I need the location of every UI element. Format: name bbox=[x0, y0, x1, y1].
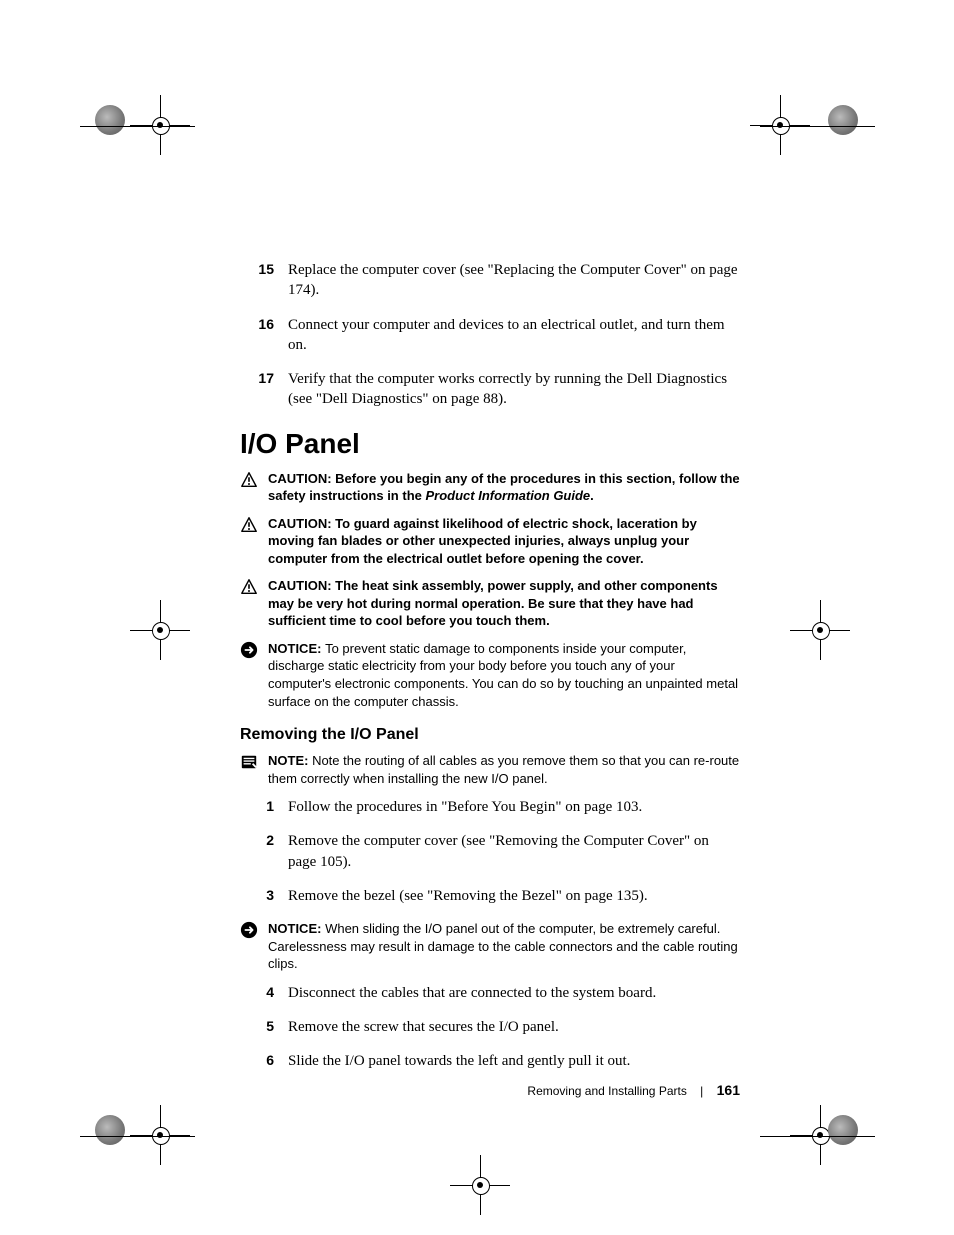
step-number: 1 bbox=[240, 797, 288, 817]
caution-callout: CAUTION: The heat sink assembly, power s… bbox=[240, 577, 740, 630]
notice-icon bbox=[240, 920, 268, 973]
step-text: Disconnect the cables that are connected… bbox=[288, 983, 740, 1003]
step-text: Remove the computer cover (see "Removing… bbox=[288, 831, 740, 872]
step-item: 6Slide the I/O panel towards the left an… bbox=[240, 1051, 740, 1071]
step-item: 5Remove the screw that secures the I/O p… bbox=[240, 1017, 740, 1037]
step-number: 15 bbox=[240, 260, 288, 301]
subsection-heading: Removing the I/O Panel bbox=[240, 726, 740, 744]
steps-list-a: 1Follow the procedures in "Before You Be… bbox=[240, 797, 740, 906]
page-footer: Removing and Installing Parts | 161 bbox=[240, 1082, 740, 1098]
section-heading: I/O Panel bbox=[240, 428, 740, 460]
notice-text: To prevent static damage to components i… bbox=[268, 641, 738, 709]
page-number: 161 bbox=[717, 1082, 740, 1098]
notice-mid: NOTICE: When sliding the I/O panel out o… bbox=[240, 920, 740, 973]
footer-label: Removing and Installing Parts bbox=[527, 1084, 686, 1098]
notice-mid-body: NOTICE: When sliding the I/O panel out o… bbox=[268, 920, 740, 973]
notice-mid-text: When sliding the I/O panel out of the co… bbox=[268, 921, 738, 971]
notice-mid-lead: NOTICE: bbox=[268, 921, 325, 936]
step-item: 4Disconnect the cables that are connecte… bbox=[240, 983, 740, 1003]
registration-cross bbox=[750, 95, 810, 155]
note-lead: NOTE: bbox=[268, 753, 312, 768]
callout-group: CAUTION: Before you begin any of the pro… bbox=[240, 470, 740, 711]
step-number: 3 bbox=[240, 886, 288, 906]
registration-cross bbox=[130, 95, 190, 155]
registration-cross bbox=[130, 600, 190, 660]
note-body: NOTE: Note the routing of all cables as … bbox=[268, 752, 740, 787]
caution-lead: CAUTION: bbox=[268, 516, 335, 531]
caution-icon bbox=[240, 577, 268, 630]
notice-icon bbox=[240, 640, 268, 710]
registration-cross bbox=[450, 1155, 510, 1215]
notice-lead: NOTICE: bbox=[268, 641, 325, 656]
caution-lead: CAUTION: bbox=[268, 471, 335, 486]
registration-cross bbox=[790, 600, 850, 660]
notice-callout: NOTICE: To prevent static damage to comp… bbox=[240, 640, 740, 710]
registration-cross bbox=[130, 1105, 190, 1165]
registration-blob bbox=[95, 105, 125, 135]
registration-line bbox=[760, 1136, 875, 1137]
step-number: 4 bbox=[240, 983, 288, 1003]
document-page: 15Replace the computer cover (see "Repla… bbox=[0, 0, 954, 1235]
steps-list-b: 4Disconnect the cables that are connecte… bbox=[240, 983, 740, 1072]
page-content: 15Replace the computer cover (see "Repla… bbox=[240, 260, 740, 1086]
step-item: 2Remove the computer cover (see "Removin… bbox=[240, 831, 740, 872]
caution-callout: CAUTION: To guard against likelihood of … bbox=[240, 515, 740, 568]
footer-separator: | bbox=[700, 1084, 703, 1098]
step-text: Verify that the computer works correctly… bbox=[288, 369, 740, 410]
registration-line bbox=[760, 126, 875, 127]
step-item: 16Connect your computer and devices to a… bbox=[240, 315, 740, 356]
caution-body: CAUTION: The heat sink assembly, power s… bbox=[268, 577, 740, 630]
caution-body: CAUTION: To guard against likelihood of … bbox=[268, 515, 740, 568]
note-icon bbox=[240, 752, 268, 787]
step-number: 17 bbox=[240, 369, 288, 410]
step-item: 1Follow the procedures in "Before You Be… bbox=[240, 797, 740, 817]
step-number: 2 bbox=[240, 831, 288, 872]
caution-callout: CAUTION: Before you begin any of the pro… bbox=[240, 470, 740, 505]
step-text: Connect your computer and devices to an … bbox=[288, 315, 740, 356]
step-text: Slide the I/O panel towards the left and… bbox=[288, 1051, 740, 1071]
italic-title: Product Information Guide bbox=[425, 488, 590, 503]
step-text: Remove the screw that secures the I/O pa… bbox=[288, 1017, 740, 1037]
notice-body: NOTICE: To prevent static damage to comp… bbox=[268, 640, 740, 710]
caution-body: CAUTION: Before you begin any of the pro… bbox=[268, 470, 740, 505]
registration-blob bbox=[828, 1115, 858, 1145]
caution-icon bbox=[240, 515, 268, 568]
step-number: 5 bbox=[240, 1017, 288, 1037]
registration-blob bbox=[828, 105, 858, 135]
caution-lead: CAUTION: bbox=[268, 578, 335, 593]
step-item: 17Verify that the computer works correct… bbox=[240, 369, 740, 410]
steps-list-top: 15Replace the computer cover (see "Repla… bbox=[240, 260, 740, 410]
note-text: Note the routing of all cables as you re… bbox=[268, 753, 739, 786]
step-item: 3Remove the bezel (see "Removing the Bez… bbox=[240, 886, 740, 906]
caution-text: The heat sink assembly, power supply, an… bbox=[268, 578, 718, 628]
step-text: Follow the procedures in "Before You Beg… bbox=[288, 797, 740, 817]
note-callout: NOTE: Note the routing of all cables as … bbox=[240, 752, 740, 787]
step-text: Replace the computer cover (see "Replaci… bbox=[288, 260, 740, 301]
step-number: 6 bbox=[240, 1051, 288, 1071]
registration-line bbox=[80, 126, 195, 127]
caution-icon bbox=[240, 470, 268, 505]
registration-blob bbox=[95, 1115, 125, 1145]
registration-line bbox=[80, 1136, 195, 1137]
step-text: Remove the bezel (see "Removing the Beze… bbox=[288, 886, 740, 906]
step-number: 16 bbox=[240, 315, 288, 356]
caution-text: Before you begin any of the procedures i… bbox=[268, 471, 740, 504]
step-item: 15Replace the computer cover (see "Repla… bbox=[240, 260, 740, 301]
